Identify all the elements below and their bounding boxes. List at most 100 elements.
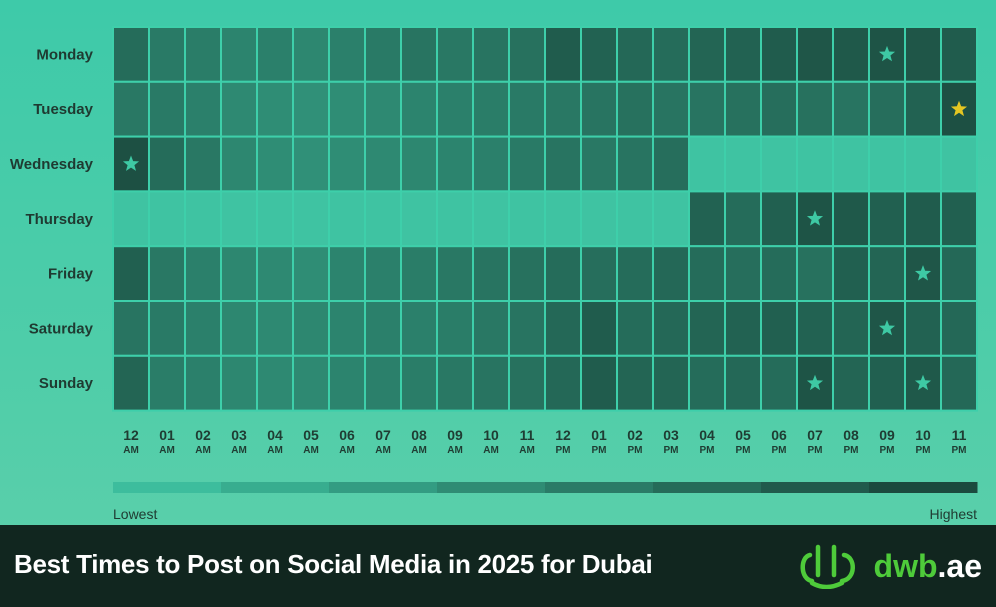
hour-label: 05 xyxy=(303,427,319,443)
footer-bar: Best Times to Post on Social Media in 20… xyxy=(0,525,996,607)
heatmap-cell xyxy=(940,354,978,412)
period-label: PM xyxy=(808,445,823,456)
dwb-logo-icon xyxy=(800,544,855,589)
heatmap-cell xyxy=(796,80,834,138)
heatmap-cell xyxy=(580,26,618,83)
heatmap-cell xyxy=(328,80,366,138)
heatmap-cell xyxy=(940,245,978,302)
heatmap-cells xyxy=(112,26,978,412)
period-label: AM xyxy=(447,445,463,456)
heatmap-cell xyxy=(148,245,186,302)
heatmap-cell xyxy=(688,26,726,83)
period-label: AM xyxy=(339,445,355,456)
heatmap-cell xyxy=(616,26,654,83)
heatmap-cell xyxy=(544,26,582,83)
heatmap-cell xyxy=(472,26,510,83)
heatmap-cell xyxy=(868,135,906,193)
hour-label: 11 xyxy=(520,427,535,443)
period-label: PM xyxy=(592,445,607,456)
heatmap-cell xyxy=(904,300,942,357)
heatmap-cell xyxy=(832,245,870,302)
heatmap-cell xyxy=(292,190,330,248)
heatmap-cell xyxy=(436,135,474,193)
heatmap-cell xyxy=(508,80,546,138)
heatmap-cell xyxy=(724,80,762,138)
heatmap-cell xyxy=(616,245,654,302)
star-icon xyxy=(878,319,896,336)
heatmap-cell xyxy=(688,300,726,357)
heatmap-cell xyxy=(400,190,438,248)
star-icon xyxy=(914,374,932,391)
heatmap-cell xyxy=(292,354,330,412)
heatmap-cell xyxy=(472,190,510,248)
star-icon xyxy=(950,100,968,117)
hour-label: 01 xyxy=(591,427,607,443)
heatmap-cell xyxy=(292,26,330,83)
heatmap-cell xyxy=(364,80,402,138)
heatmap-cell xyxy=(544,354,582,412)
star-icon xyxy=(878,45,896,62)
heatmap-cell xyxy=(436,190,474,248)
heatmap-cell xyxy=(328,245,366,302)
heatmap-cell xyxy=(544,245,582,302)
heatmap-cell xyxy=(400,300,438,357)
period-label: AM xyxy=(267,445,283,456)
period-label: AM xyxy=(303,445,319,456)
heatmap-cell xyxy=(796,300,834,357)
legend-segment xyxy=(653,482,762,493)
hour-label: 11 xyxy=(952,427,967,443)
legend-segment xyxy=(545,482,654,493)
heatmap-cell xyxy=(580,354,618,412)
heatmap-cell xyxy=(112,26,150,83)
hour-label: 02 xyxy=(195,427,211,443)
heatmap-cell xyxy=(256,26,294,83)
heatmap-cell xyxy=(904,80,942,138)
day-labels: Monday Tuesday Wednesday Thursday Friday Satu… xyxy=(10,46,94,392)
heatmap-cell xyxy=(580,135,618,193)
hour-label: 03 xyxy=(663,427,679,443)
day-label: Wednesday xyxy=(10,156,94,173)
period-label: PM xyxy=(736,445,751,456)
heatmap-cell xyxy=(256,80,294,138)
heatmap-cell xyxy=(508,300,546,357)
hour-label: 12 xyxy=(555,427,571,443)
legend-high-label: Highest xyxy=(930,506,978,522)
heatmap-cell xyxy=(400,354,438,412)
heatmap-cell xyxy=(220,135,258,193)
period-label: PM xyxy=(664,445,679,456)
period-label: AM xyxy=(411,445,427,456)
heatmap-cell xyxy=(472,245,510,302)
heatmap-cell xyxy=(724,245,762,302)
hour-label: 02 xyxy=(627,427,643,443)
period-label: PM xyxy=(952,445,967,456)
heatmap-cell xyxy=(148,26,186,83)
heatmap-cell xyxy=(184,80,222,138)
period-label: AM xyxy=(519,445,535,456)
hour-label: 07 xyxy=(375,427,391,443)
star-icon xyxy=(806,210,824,226)
hour-label: 03 xyxy=(231,427,247,443)
heatmap-cell xyxy=(400,80,438,138)
heatmap-cell xyxy=(760,354,798,412)
heatmap-cell xyxy=(868,190,906,248)
legend-segment xyxy=(761,482,870,493)
heatmap-cell xyxy=(256,354,294,412)
heatmap-cell xyxy=(688,190,726,248)
heatmap-cell xyxy=(940,26,978,83)
heatmap-cell xyxy=(328,135,366,193)
hour-labels: 12 AM 01 AM 02 AM 03 AM 04 AM 05 AM 06 AM 07 AM 08 AM 09 AM… xyxy=(123,427,966,456)
heatmap-cell xyxy=(148,300,186,357)
heatmap-cell xyxy=(544,80,582,138)
heatmap-cell xyxy=(832,135,870,193)
heatmap-cell xyxy=(436,80,474,138)
heatmap-cell xyxy=(472,80,510,138)
legend-segment xyxy=(113,482,222,493)
day-label: Sunday xyxy=(39,375,94,392)
period-label: PM xyxy=(700,445,715,456)
brand[interactable]: dwb.ae xyxy=(796,541,982,591)
heatmap-cell xyxy=(580,80,618,138)
heatmap-cell xyxy=(112,190,150,248)
heatmap-cell xyxy=(688,80,726,138)
heatmap-cell xyxy=(616,190,654,248)
heatmap-cell xyxy=(652,80,690,138)
